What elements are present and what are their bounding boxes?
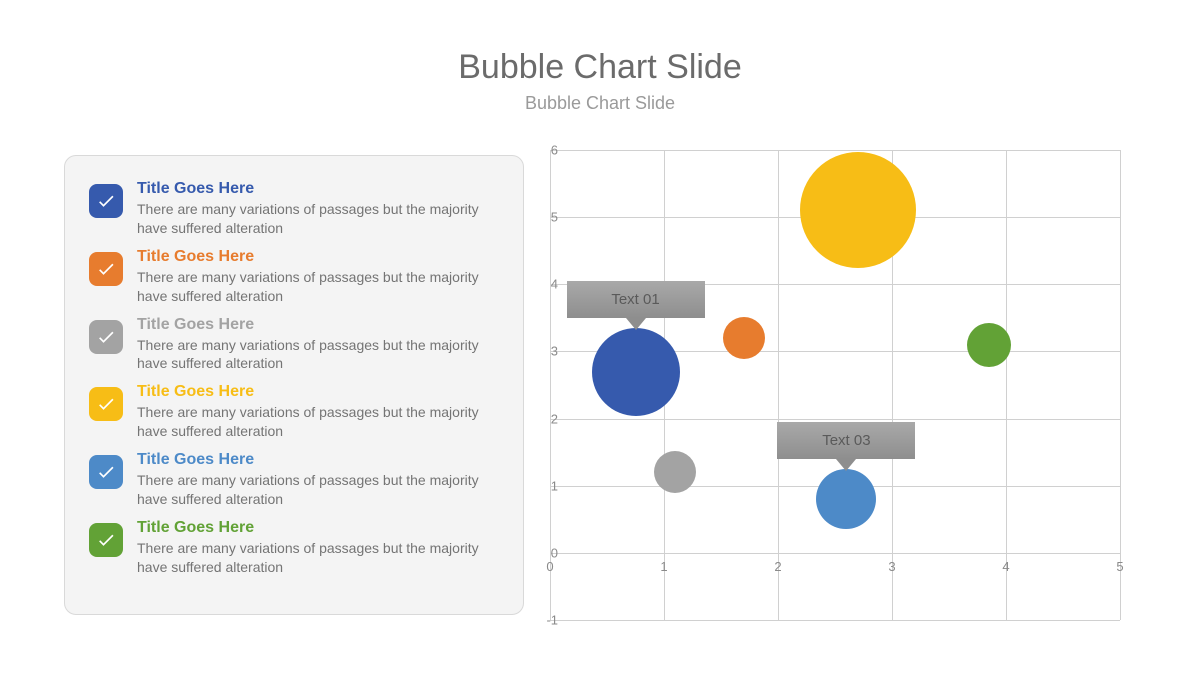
legend-item: Title Goes Here There are many variations… [89,451,499,509]
y-axis-tick: 2 [528,411,558,426]
title-block: Bubble Chart Slide Bubble Chart Slide [0,48,1200,114]
check-icon [96,462,116,482]
grid-line [1120,150,1121,620]
legend-panel: Title Goes Here There are many variations… [64,155,524,615]
legend-text: Title Goes Here There are many variations… [137,248,499,306]
legend-item: Title Goes Here There are many variations… [89,248,499,306]
legend-desc: There are many variations of passages bu… [137,539,499,577]
legend-check-icon [89,387,123,421]
legend-text: Title Goes Here There are many variations… [137,383,499,441]
check-icon [96,327,116,347]
legend-title: Title Goes Here [137,316,499,334]
callout-box: Text 01 [567,281,705,318]
legend-title: Title Goes Here [137,248,499,266]
grid-line [550,620,1120,621]
bubble [816,469,876,529]
legend-check-icon [89,455,123,489]
callout-box: Text 03 [777,422,915,459]
y-axis-tick: 6 [528,143,558,158]
legend-desc: There are many variations of passages bu… [137,471,499,509]
grid-line [550,553,1120,554]
bubble-chart: 012345-10123456Text 01Text 03 [550,150,1120,620]
y-axis-tick: 4 [528,277,558,292]
legend-desc: There are many variations of passages bu… [137,403,499,441]
y-axis-tick: 3 [528,344,558,359]
legend-check-icon [89,320,123,354]
grid-line [1006,150,1007,620]
y-axis-tick: 5 [528,210,558,225]
x-axis-tick: 4 [1002,559,1009,574]
x-axis-tick: 1 [660,559,667,574]
legend-text: Title Goes Here There are many variations… [137,519,499,577]
y-axis-tick: 0 [528,545,558,560]
bubble [654,451,696,493]
y-axis-tick: 1 [528,478,558,493]
x-axis-tick: 0 [546,559,553,574]
check-icon [96,191,116,211]
callout-arrow [626,318,646,330]
grid-line [778,150,779,620]
bubble [967,323,1011,367]
legend-title: Title Goes Here [137,383,499,401]
callout-label: Text 03 [822,432,870,449]
bubble [592,328,680,416]
x-axis-tick: 2 [774,559,781,574]
legend-desc: There are many variations of passages bu… [137,336,499,374]
legend-title: Title Goes Here [137,451,499,469]
grid-line [550,419,1120,420]
legend-item: Title Goes Here There are many variations… [89,316,499,374]
check-icon [96,394,116,414]
legend-item: Title Goes Here There are many variations… [89,180,499,238]
legend-check-icon [89,184,123,218]
legend-item: Title Goes Here There are many variations… [89,383,499,441]
y-axis-tick: -1 [528,613,558,628]
legend-title: Title Goes Here [137,180,499,198]
callout-arrow [836,459,856,471]
legend-item: Title Goes Here There are many variations… [89,519,499,577]
legend-desc: There are many variations of passages bu… [137,200,499,238]
grid-line [550,150,1120,151]
legend-check-icon [89,523,123,557]
legend-title: Title Goes Here [137,519,499,537]
callout: Text 03 [777,422,915,471]
legend-text: Title Goes Here There are many variations… [137,180,499,238]
page-title: Bubble Chart Slide [0,48,1200,87]
bubble [800,152,916,268]
page-subtitle: Bubble Chart Slide [0,93,1200,114]
legend-check-icon [89,252,123,286]
x-axis-tick: 5 [1116,559,1123,574]
check-icon [96,259,116,279]
callout-label: Text 01 [611,291,659,308]
legend-desc: There are many variations of passages bu… [137,268,499,306]
x-axis-tick: 3 [888,559,895,574]
legend-text: Title Goes Here There are many variations… [137,451,499,509]
bubble [723,317,765,359]
callout: Text 01 [567,281,705,330]
check-icon [96,530,116,550]
legend-text: Title Goes Here There are many variations… [137,316,499,374]
